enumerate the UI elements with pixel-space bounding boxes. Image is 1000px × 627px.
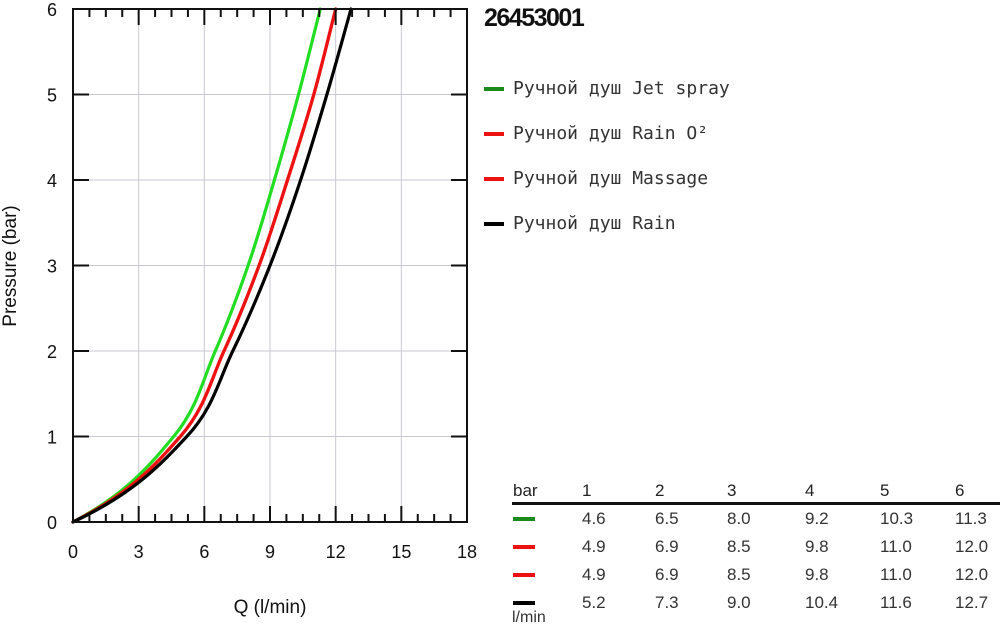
table-header-cell: 2 bbox=[655, 481, 665, 500]
legend-label: Ручной душ Jet spray bbox=[513, 78, 730, 99]
table-header-cell: 3 bbox=[727, 481, 737, 500]
table-cell: 4.9 bbox=[582, 565, 606, 584]
table-header-cell: 1 bbox=[582, 481, 592, 500]
y-tick-label: 3 bbox=[47, 257, 57, 277]
y-tick-label: 4 bbox=[47, 171, 57, 191]
table-row: 4.9 6.9 8.5 9.8 11.0 12.0 bbox=[512, 533, 1000, 561]
legend-label: Ручной душ Massage bbox=[513, 168, 709, 189]
table-row: 4.6 6.5 8.0 9.2 10.3 11.3 bbox=[512, 505, 1000, 533]
x-tick-label: 18 bbox=[457, 542, 477, 562]
series-curves bbox=[71, 7, 353, 524]
table-cell: 12.0 bbox=[955, 537, 989, 556]
table-header-cell: bar bbox=[513, 481, 538, 500]
y-tick-label: 0 bbox=[47, 513, 57, 533]
table-header-row: bar 1 2 3 4 5 6 bbox=[512, 480, 1000, 505]
axes bbox=[72, 8, 468, 523]
table-row: 4.9 6.9 8.5 9.8 11.0 12.0 bbox=[512, 561, 1000, 589]
table-cell: 9.0 bbox=[727, 593, 751, 612]
legend-swatch bbox=[484, 86, 504, 91]
table-cell: 9.2 bbox=[805, 509, 829, 528]
table-cell: 9.8 bbox=[805, 565, 829, 584]
x-tick-label: 12 bbox=[326, 542, 346, 562]
table-cell: 12.7 bbox=[955, 593, 989, 612]
table-cell: 10.3 bbox=[880, 509, 914, 528]
table-cell: 11.0 bbox=[880, 537, 912, 556]
flow-table: bar 1 2 3 4 5 6 4.6 6.5 8.0 9.2 10.3 11.… bbox=[512, 480, 1000, 617]
y-tick-label: 6 bbox=[47, 0, 57, 20]
y-tick-label: 2 bbox=[47, 342, 57, 362]
table-cell: 12.0 bbox=[955, 565, 989, 584]
y-axis-title: Pressure (bar) bbox=[0, 205, 21, 326]
table-cell: 9.8 bbox=[805, 537, 829, 556]
legend-swatch bbox=[484, 131, 504, 136]
table-cell: 6.9 bbox=[655, 565, 679, 584]
table-cell: 6.5 bbox=[655, 509, 679, 528]
table-cell: 11.0 bbox=[880, 565, 912, 584]
table-cell: 8.0 bbox=[727, 509, 751, 528]
legend-item: Ручной душ Jet spray bbox=[484, 66, 730, 111]
series-line bbox=[71, 7, 353, 524]
legend-swatch bbox=[484, 176, 504, 181]
table-cell: 8.5 bbox=[727, 565, 751, 584]
x-tick-label: 3 bbox=[134, 542, 144, 562]
table-header-cell: 5 bbox=[880, 481, 890, 500]
legend: Ручной душ Jet spray Ручной душ Rain O² … bbox=[484, 66, 730, 246]
legend-item: Ручной душ Rain bbox=[484, 201, 730, 246]
y-tick-label: 1 bbox=[47, 428, 57, 448]
row-swatch bbox=[513, 545, 535, 549]
legend-item: Ручной душ Rain O² bbox=[484, 111, 730, 156]
table-cell: 7.3 bbox=[655, 593, 679, 612]
row-swatch bbox=[513, 601, 535, 605]
table-cell: 11.6 bbox=[880, 593, 912, 612]
x-tick-label: 0 bbox=[68, 542, 78, 562]
table-cell: 11.3 bbox=[955, 509, 987, 528]
legend-swatch bbox=[484, 221, 504, 226]
series-line bbox=[71, 7, 338, 524]
table-row: 5.2 7.3 9.0 10.4 11.6 12.7 bbox=[512, 589, 1000, 617]
y-tick-label: 5 bbox=[47, 86, 57, 106]
legend-label: Ручной душ Rain bbox=[513, 213, 676, 234]
table-header-cell: 6 bbox=[955, 481, 965, 500]
table-cell: 4.6 bbox=[582, 509, 606, 528]
table-cell: 10.4 bbox=[805, 593, 839, 612]
product-title: 26453001 bbox=[484, 4, 585, 32]
table-cell: 6.9 bbox=[655, 537, 679, 556]
series-line bbox=[71, 7, 322, 524]
x-tick-label: 9 bbox=[265, 542, 275, 562]
legend-item: Ручной душ Massage bbox=[484, 156, 730, 201]
x-tick-label: 15 bbox=[391, 542, 411, 562]
x-tick-label: 6 bbox=[199, 542, 209, 562]
table-unit-label: l/min bbox=[512, 609, 546, 626]
legend-label: Ручной душ Rain O² bbox=[513, 123, 709, 144]
table-cell: 8.5 bbox=[727, 537, 751, 556]
table-cell: 4.9 bbox=[582, 537, 606, 556]
row-swatch bbox=[513, 517, 535, 521]
row-swatch bbox=[513, 573, 535, 577]
grid-lines bbox=[73, 9, 467, 522]
x-axis-title: Q (l/min) bbox=[234, 597, 307, 618]
table-cell: 5.2 bbox=[582, 593, 606, 612]
table-header-cell: 4 bbox=[805, 481, 815, 500]
